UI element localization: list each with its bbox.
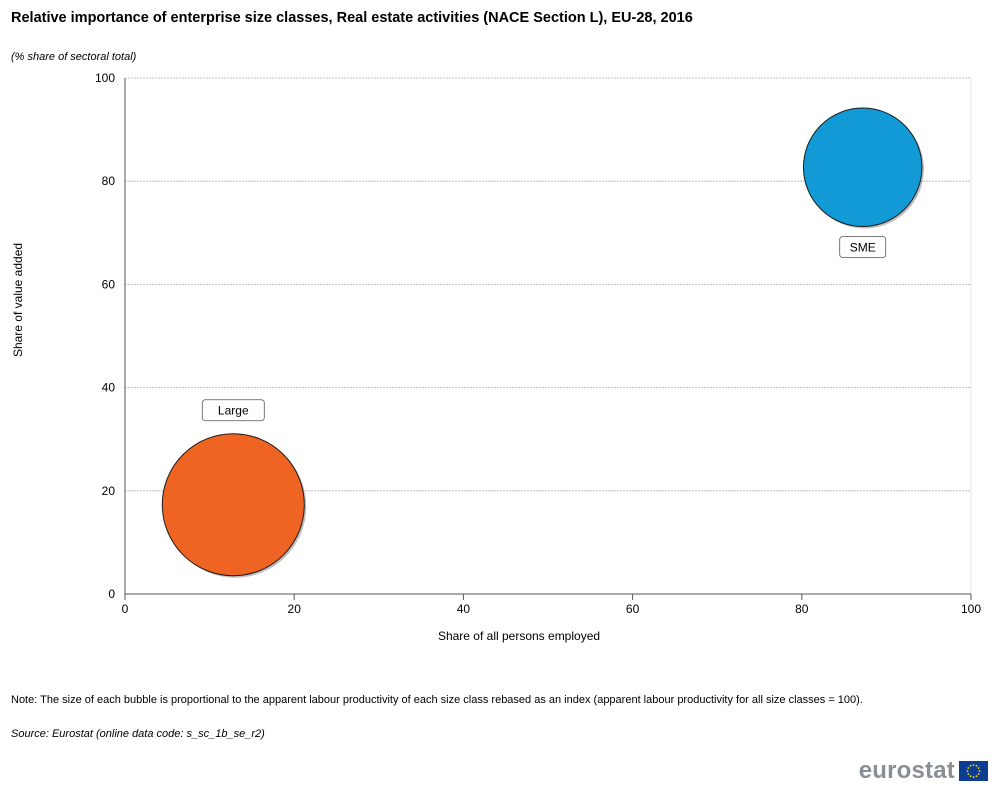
- flag-star: [966, 770, 969, 772]
- bubble-label-box: [201, 399, 265, 422]
- bubble-label: SME: [850, 241, 876, 255]
- flag-star: [967, 767, 970, 769]
- chart-source: Source: Eurostat (online data code: s_sc…: [11, 728, 265, 740]
- chart-note: Note: The size of each bubble is proport…: [11, 694, 863, 706]
- flag-star: [977, 773, 980, 775]
- x-axis-label: Share of all persons employed: [438, 629, 600, 643]
- y-tick-label: 20: [102, 484, 116, 498]
- flag-star: [975, 764, 978, 767]
- flag-star: [969, 764, 972, 767]
- x-tick-label: 80: [795, 602, 809, 616]
- flag-star: [969, 775, 972, 778]
- chart-title: Relative importance of enterprise size c…: [11, 10, 693, 26]
- chart-subtitle: (% share of sectoral total): [11, 51, 137, 63]
- y-tick-label: 80: [102, 174, 116, 188]
- bubble-label: Large: [218, 404, 249, 418]
- y-tick-label: 0: [108, 587, 115, 601]
- flag-star: [977, 767, 980, 769]
- flag-star: [967, 773, 970, 775]
- x-tick-label: 60: [626, 602, 640, 616]
- x-tick-label: 0: [122, 602, 129, 616]
- bubble-label-box: [839, 236, 887, 258]
- x-tick-label: 40: [457, 602, 471, 616]
- logo-text: eurostat: [858, 757, 955, 784]
- eurostat-logo: eurostat: [859, 757, 988, 785]
- flag-star: [972, 776, 975, 778]
- bubble-sme: [802, 107, 923, 228]
- x-tick-label: 100: [961, 602, 981, 616]
- bubble-chart: 0 20 40 60 80 100 0 20 40 60 80 100 SME Large Share …: [11, 71, 981, 643]
- bubbles: [161, 107, 924, 578]
- y-tick-label: 40: [102, 381, 116, 395]
- y-tick-label: 100: [95, 71, 115, 85]
- eu-flag-icon: [959, 761, 988, 781]
- bubble-large: [161, 433, 305, 577]
- flag-star: [972, 764, 975, 766]
- flag-star: [975, 775, 978, 778]
- axes: 0 20 40 60 80 100 0 20 40 60 80 100: [95, 71, 981, 616]
- bubble-labels: SME Large: [201, 236, 887, 422]
- y-tick-label: 60: [102, 277, 116, 291]
- gridlines: [125, 77, 972, 594]
- y-axis-label: Share of value added: [11, 243, 25, 357]
- x-tick-label: 20: [288, 602, 302, 616]
- flag-star: [978, 770, 981, 772]
